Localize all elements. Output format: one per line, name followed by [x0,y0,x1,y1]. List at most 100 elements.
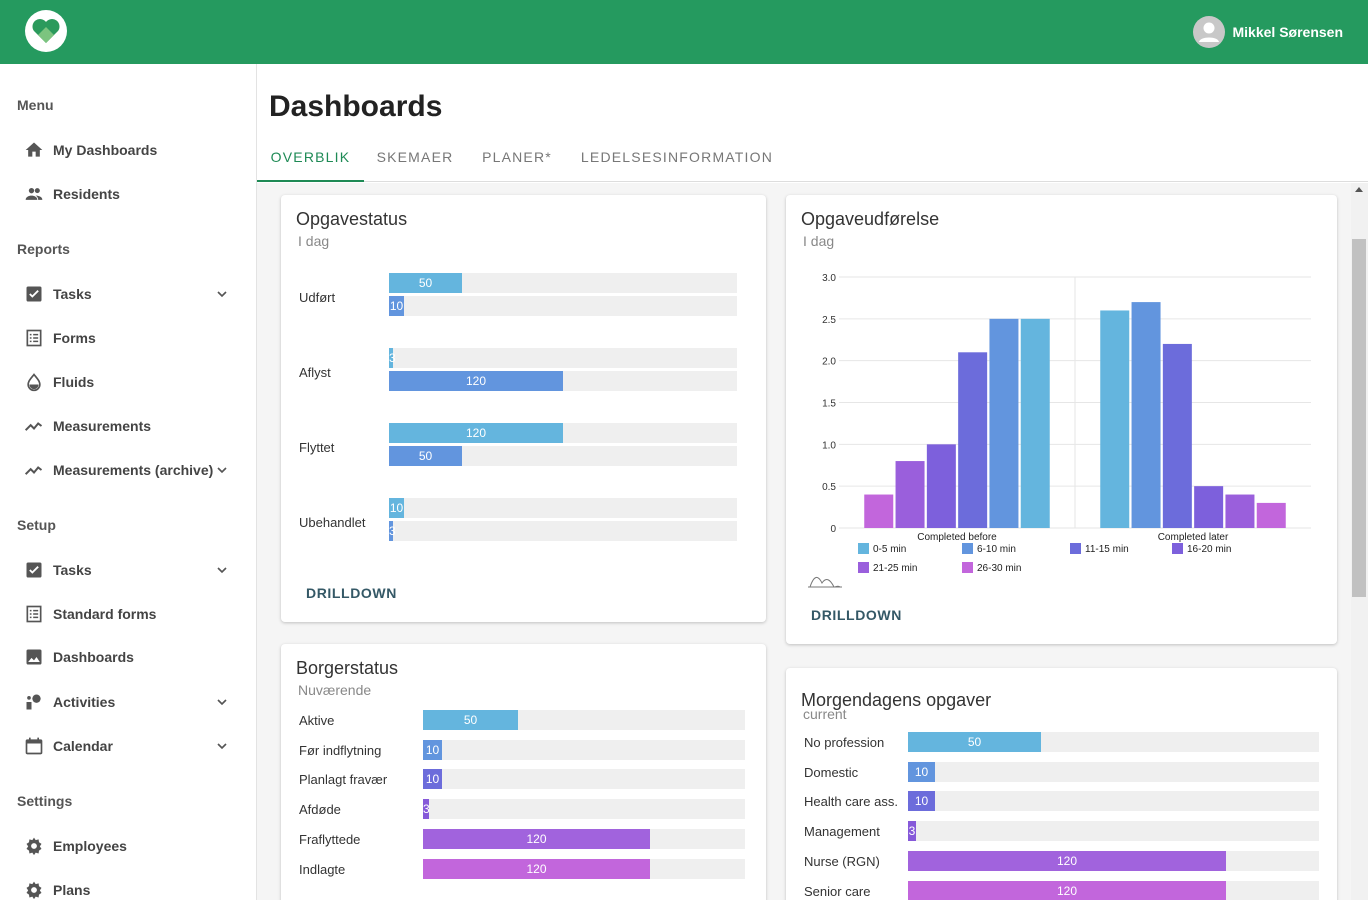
row-label: Senior care [804,883,871,899]
bar[interactable]: 50 [908,732,1041,752]
bar[interactable]: 50 [389,273,462,293]
tab-skemaer[interactable]: SKEMAER [376,149,454,165]
bar[interactable] [895,461,925,528]
bar-track: 50 [423,710,745,730]
sidebar-item-label: Plans [53,882,91,898]
bar[interactable]: 120 [908,850,1226,871]
drilldown-button[interactable]: DRILLDOWN [811,607,902,623]
gear-icon [26,837,42,856]
bar[interactable] [989,318,1019,528]
bar-track: 120 [908,880,1319,900]
page-title: Dashboards [269,90,443,123]
bar-track: 120 [423,858,745,879]
bar[interactable] [1225,494,1255,528]
chevron-down-icon[interactable] [214,286,230,302]
sidebar-item-report-fluids[interactable]: Fluids [24,368,234,396]
row-label: Health care ass. [804,794,898,810]
bar[interactable]: 120 [389,371,563,391]
trend-icon [24,466,43,475]
bar[interactable]: 3 [423,799,430,820]
people-icon [25,188,43,200]
sidebar-item-activities[interactable]: Activities [24,688,234,716]
card-subtitle: current [803,706,847,722]
gear-icon [26,881,42,900]
sidebar-item-residents[interactable]: Residents [24,180,234,208]
bar[interactable]: 120 [423,858,650,879]
tab-overblik[interactable]: OVERBLIK [257,142,364,182]
chevron-down-icon[interactable] [214,694,230,710]
legend-swatch [962,562,973,573]
bar[interactable] [1020,318,1050,528]
bar-track: 120 [423,828,745,849]
legend-swatch [1070,543,1081,554]
scroll-up-arrow-icon[interactable] [1355,187,1363,192]
bar[interactable]: 10 [423,769,442,790]
chevron-down-icon[interactable] [214,462,230,478]
bar[interactable]: 10 [389,498,404,518]
user-menu[interactable]: Mikkel Sørensen [1192,16,1343,48]
distribution-icon [809,577,841,588]
sidebar-item-setup-tasks[interactable]: Tasks [24,556,234,584]
legend-entry: 11-15 min [1085,544,1129,555]
sidebar-item-my-dashboards[interactable]: My Dashboards [24,136,234,164]
sidebar-item-report-measurements[interactable]: Measurements [24,412,234,440]
bar[interactable]: 3 [389,521,396,541]
bar[interactable]: 3 [908,821,916,842]
sidebar-item-label: Residents [53,186,120,202]
bar[interactable]: 50 [423,710,518,730]
sidebar-item-report-measurements-archive[interactable]: Measurements (archive) [24,456,234,484]
bar[interactable] [1131,302,1161,528]
bar-track: 120 [389,371,737,391]
bar[interactable]: 10 [389,296,404,316]
drilldown-button[interactable]: DRILLDOWN [306,585,397,601]
card-opgavestatus: Opgavestatus I dag Udført 50 10 Aflyst 3 120 F… [281,195,766,622]
bar[interactable]: 10 [908,761,935,782]
chevron-down-icon[interactable] [214,738,230,754]
person-icon [1198,22,1219,42]
card-subtitle: I dag [298,233,330,249]
bar[interactable]: 120 [423,828,650,849]
bar[interactable] [1194,486,1224,528]
scrollbar[interactable] [1351,183,1368,900]
dashboard-content: Opgavestatus I dag Udført 50 10 Aflyst 3 120 F… [257,183,1368,900]
y-tick-label: 0 [830,524,836,535]
row-label: No profession [804,735,885,750]
bar[interactable] [864,494,894,528]
sidebar-item-report-forms[interactable]: Forms [24,324,234,352]
sidebar-item-plans[interactable]: Plans [24,876,234,904]
bar-track: 10 [389,296,737,316]
bar[interactable]: 10 [908,791,935,812]
sidebar-item-standard-forms[interactable]: Standard forms [24,600,234,628]
bar[interactable]: 120 [908,880,1226,900]
sidebar-item-calendar[interactable]: Calendar [24,732,234,760]
tab-ledelsesinformation[interactable]: LEDELSESINFORMATION [580,149,774,165]
section-menu: Menu [17,97,54,113]
avatar [1192,16,1225,48]
bar[interactable]: 50 [389,446,462,466]
bar-track: 10 [423,739,745,760]
sidebar-item-employees[interactable]: Employees [24,832,234,860]
sidebar-item-label: Fluids [53,374,95,390]
bar[interactable]: 120 [389,423,563,443]
row-label: Aflyst [299,365,331,380]
bar-track: 3 [908,821,1319,842]
legend-entry: 21-25 min [873,563,917,574]
activity-icon [26,694,41,710]
chevron-down-icon[interactable] [214,562,230,578]
tab-planer[interactable]: PLANER* [482,149,552,165]
bar[interactable]: 10 [423,739,442,760]
bar[interactable] [926,444,956,528]
sidebar-item-report-tasks[interactable]: Tasks [24,280,234,308]
bar[interactable] [1100,310,1130,528]
bar[interactable] [958,352,988,528]
sidebar-item-dashboards[interactable]: Dashboards [24,643,234,671]
bar[interactable]: 3 [389,348,396,368]
y-tick-label: 3.0 [822,273,836,284]
trend-icon [24,422,43,431]
bar[interactable] [1256,502,1286,528]
row-label: Afdøde [299,802,341,818]
app-logo[interactable] [25,10,67,52]
card-title: Opgaveudførelse [801,209,940,229]
scrollbar-thumb[interactable] [1352,239,1366,597]
bar[interactable] [1162,343,1192,528]
